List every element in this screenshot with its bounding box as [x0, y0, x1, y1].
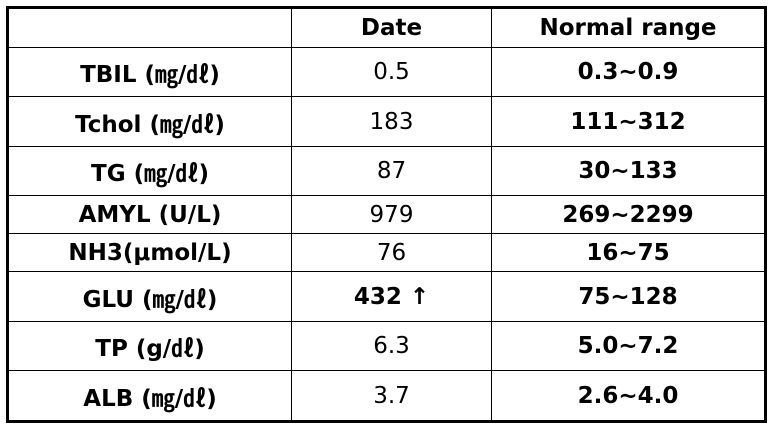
table-row: Tchol (㎎/㎗) 183 111~312 — [7, 96, 766, 147]
table-row: TBIL (㎎/㎗) 0.5 0.3~0.9 — [7, 46, 766, 98]
date-value: 432 ↑ — [291, 271, 492, 322]
date-value: 6.3 — [291, 320, 492, 372]
table-row: TP (g/㎗) 6.3 5.0~7.2 — [7, 320, 766, 372]
lab-table: Date Normal range TBIL (㎎/㎗) 0.5 0.3~0.9 Tc… — [6, 6, 767, 423]
test-name: AMYL (U/L) — [7, 195, 292, 235]
normal-range: 269~2299 — [491, 195, 766, 235]
normal-range: 0.3~0.9 — [491, 46, 766, 98]
header-normal-range: Normal range — [491, 7, 766, 48]
test-name: Tchol (㎎/㎗) — [7, 96, 292, 147]
normal-range: 111~312 — [491, 96, 766, 147]
test-name: TG (㎎/㎗) — [7, 145, 292, 197]
normal-range: 16~75 — [491, 233, 766, 273]
table-row: AMYL (U/L) 979 269~2299 — [7, 195, 766, 235]
table-row: TG (㎎/㎗) 87 30~133 — [7, 145, 766, 197]
header-row: Date Normal range — [7, 7, 766, 48]
header-blank — [7, 7, 292, 48]
table-row: ALB (㎎/㎗) 3.7 2.6~4.0 — [7, 370, 766, 422]
test-name: GLU (㎎/㎗) — [7, 271, 292, 322]
test-name: TBIL (㎎/㎗) — [7, 46, 292, 98]
date-value: 76 — [291, 233, 492, 273]
header-date: Date — [291, 7, 492, 48]
date-value: 0.5 — [291, 46, 492, 98]
normal-range: 5.0~7.2 — [491, 320, 766, 372]
normal-range: 2.6~4.0 — [491, 370, 766, 422]
date-value: 3.7 — [291, 370, 492, 422]
date-value: 87 — [291, 145, 492, 197]
test-name: TP (g/㎗) — [7, 320, 292, 372]
normal-range: 75~128 — [491, 271, 766, 322]
table-row: GLU (㎎/㎗) 432 ↑ 75~128 — [7, 271, 766, 322]
table-row: NH3(μmol/L) 76 16~75 — [7, 233, 766, 273]
test-name: NH3(μmol/L) — [7, 233, 292, 273]
normal-range: 30~133 — [491, 145, 766, 197]
test-name: ALB (㎎/㎗) — [7, 370, 292, 422]
date-value: 979 — [291, 195, 492, 235]
table-body: TBIL (㎎/㎗) 0.5 0.3~0.9 Tchol (㎎/㎗) 183 111~31… — [7, 46, 766, 422]
date-value: 183 — [291, 96, 492, 147]
